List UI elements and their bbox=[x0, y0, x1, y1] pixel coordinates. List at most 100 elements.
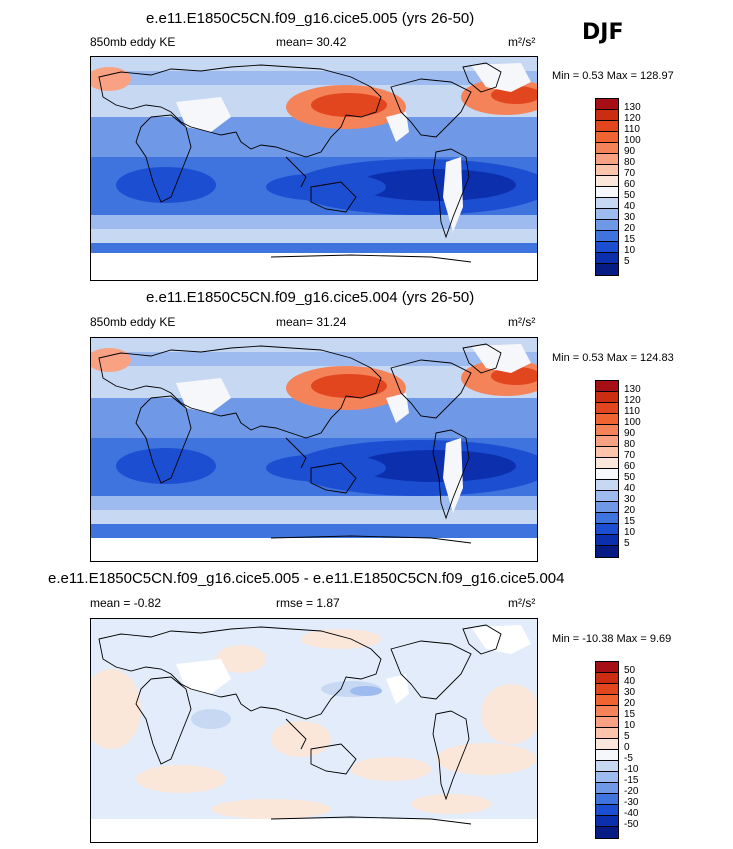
panel-2-colorbar-swatch bbox=[596, 535, 618, 546]
panel-3-colorbar-tick: 30 bbox=[624, 687, 636, 698]
panel-3-mean-label: mean = -0.82 bbox=[90, 596, 162, 610]
panel-1-colorbar-swatch bbox=[596, 242, 618, 253]
panel-2-colorbar-swatch bbox=[596, 436, 618, 447]
panel-1-minmax: Min = 0.53 Max = 128.97 bbox=[552, 70, 674, 82]
panel-3-colorbar-tick: -50 bbox=[624, 819, 639, 830]
panel-2-colorbar-tick: 40 bbox=[624, 483, 636, 494]
panel-1-variable-label: 850mb eddy KE bbox=[90, 35, 176, 49]
panel-3-colorbar-tick: 5 bbox=[624, 731, 630, 742]
panel-2-colorbar-swatch bbox=[596, 447, 618, 458]
panel-3-units: m²/s² bbox=[508, 596, 536, 610]
panel-3-colorbar-swatch bbox=[596, 717, 618, 728]
panel-2-colorbar-swatch bbox=[596, 546, 618, 557]
panel-1-colorbar-tick: 10 bbox=[624, 245, 636, 256]
panel-3-colorbar-tick: -10 bbox=[624, 764, 639, 775]
panel-1-colorbar-swatch bbox=[596, 253, 618, 264]
panel-3-map bbox=[90, 618, 538, 843]
panel-1-colorbar-tick: 30 bbox=[624, 212, 636, 223]
panel-1-colorbar bbox=[595, 98, 619, 276]
panel-3-colorbar bbox=[595, 661, 619, 839]
panel-3-colorbar-swatch bbox=[596, 827, 618, 838]
panel-1-colorbar-swatch bbox=[596, 264, 618, 275]
panel-1-map-field bbox=[91, 57, 537, 280]
panel-3-colorbar-tick: 50 bbox=[624, 665, 636, 676]
panel-3-minmax: Min = -10.38 Max = 9.69 bbox=[552, 633, 672, 645]
panel-2-colorbar-tick: 100 bbox=[624, 417, 641, 428]
panel-1-colorbar-swatch bbox=[596, 143, 618, 154]
panel-1-colorbar-swatch bbox=[596, 176, 618, 187]
panel-2-colorbar-tick: 120 bbox=[624, 395, 641, 406]
panel-2-variable-label: 850mb eddy KE bbox=[90, 315, 176, 329]
panel-2-colorbar-swatch bbox=[596, 502, 618, 513]
panel-2-colorbar-tick: 110 bbox=[624, 406, 640, 417]
panel-3-colorbar-swatch bbox=[596, 750, 618, 761]
panel-3-colorbar-swatch bbox=[596, 816, 618, 827]
panel-2-colorbar-tick: 90 bbox=[624, 428, 636, 439]
panel-1-colorbar-swatch bbox=[596, 198, 618, 209]
panel-3-colorbar-swatch bbox=[596, 772, 618, 783]
panel-3-colorbar-swatch bbox=[596, 706, 618, 717]
panel-3-colorbar-swatch bbox=[596, 794, 618, 805]
panel-3-colorbar-swatch bbox=[596, 805, 618, 816]
panel-3-colorbar-swatch bbox=[596, 662, 618, 673]
panel-1-colorbar-tick: 70 bbox=[624, 168, 636, 179]
panel-1-colorbar-tick: 130 bbox=[624, 102, 641, 113]
panel-2-map-field bbox=[91, 338, 537, 561]
panel-3-colorbar-tick: 10 bbox=[624, 720, 636, 731]
panel-1-colorbar-swatch bbox=[596, 121, 618, 132]
panel-3-map-field bbox=[91, 619, 537, 842]
panel-2-mean-label: mean= 31.24 bbox=[276, 315, 347, 329]
panel-1-colorbar-tick: 40 bbox=[624, 201, 636, 212]
panel-2-minmax: Min = 0.53 Max = 124.83 bbox=[552, 352, 674, 364]
panel-1-colorbar-tick: 15 bbox=[624, 234, 636, 245]
panel-2-colorbar-tick: 15 bbox=[624, 516, 636, 527]
panel-3-colorbar-tick: -30 bbox=[624, 797, 639, 808]
panel-2-colorbar-tick: 80 bbox=[624, 439, 636, 450]
panel-1-colorbar-tick: 100 bbox=[624, 135, 641, 146]
panel-3-colorbar-tick: -20 bbox=[624, 786, 639, 797]
panel-1-colorbar-tick: 110 bbox=[624, 124, 640, 135]
panel-1-colorbar-tick: 90 bbox=[624, 146, 636, 157]
panel-2-colorbar-swatch bbox=[596, 513, 618, 524]
panel-1-title: e.e11.E1850C5CN.f09_g16.cice5.005 (yrs 2… bbox=[146, 10, 475, 27]
panel-2-colorbar-swatch bbox=[596, 491, 618, 502]
panel-2-colorbar-swatch bbox=[596, 469, 618, 480]
panel-3-colorbar-tick: -40 bbox=[624, 808, 639, 819]
panel-1-colorbar-swatch bbox=[596, 231, 618, 242]
panel-2-units: m²/s² bbox=[508, 315, 536, 329]
panel-1-colorbar-swatch bbox=[596, 99, 618, 110]
panel-2-colorbar-swatch bbox=[596, 524, 618, 535]
panel-2-colorbar-tick: 130 bbox=[624, 384, 641, 395]
panel-2-map bbox=[90, 337, 538, 562]
panel-2-colorbar-tick: 30 bbox=[624, 494, 636, 505]
panel-2-colorbar bbox=[595, 380, 619, 558]
panel-1-colorbar-swatch bbox=[596, 154, 618, 165]
panel-1-colorbar-swatch bbox=[596, 165, 618, 176]
panel-2-colorbar-tick: 70 bbox=[624, 450, 636, 461]
panel-3-colorbar-tick: 0 bbox=[624, 742, 630, 753]
panel-3-colorbar-tick: -5 bbox=[624, 753, 633, 764]
panel-2-colorbar-swatch bbox=[596, 381, 618, 392]
panel-3-colorbar-swatch bbox=[596, 695, 618, 706]
panel-2-colorbar-tick: 20 bbox=[624, 505, 636, 516]
panel-1-colorbar-swatch bbox=[596, 220, 618, 231]
panel-3-colorbar-tick: -15 bbox=[624, 775, 639, 786]
panel-3-colorbar-swatch bbox=[596, 739, 618, 750]
panel-2-colorbar-swatch bbox=[596, 414, 618, 425]
panel-1-colorbar-tick: 120 bbox=[624, 113, 641, 124]
panel-3-colorbar-swatch bbox=[596, 728, 618, 739]
panel-1-colorbar-tick: 50 bbox=[624, 190, 636, 201]
panel-3-colorbar-tick: 15 bbox=[624, 709, 636, 720]
panel-3-colorbar-swatch bbox=[596, 783, 618, 794]
panel-1-colorbar-tick: 20 bbox=[624, 223, 636, 234]
panel-3-colorbar-tick: 20 bbox=[624, 698, 636, 709]
panel-2-colorbar-swatch bbox=[596, 392, 618, 403]
panel-1-mean-label: mean= 30.42 bbox=[276, 35, 347, 49]
season-label: DJF bbox=[582, 20, 624, 45]
panel-2-colorbar-swatch bbox=[596, 403, 618, 414]
panel-2-title: e.e11.E1850C5CN.f09_g16.cice5.004 (yrs 2… bbox=[146, 289, 475, 306]
panel-3-title: e.e11.E1850C5CN.f09_g16.cice5.005 - e.e1… bbox=[48, 570, 565, 587]
panel-1-colorbar-swatch bbox=[596, 187, 618, 198]
panel-1-colorbar-tick: 5 bbox=[624, 256, 630, 267]
panel-2-colorbar-tick: 10 bbox=[624, 527, 636, 538]
